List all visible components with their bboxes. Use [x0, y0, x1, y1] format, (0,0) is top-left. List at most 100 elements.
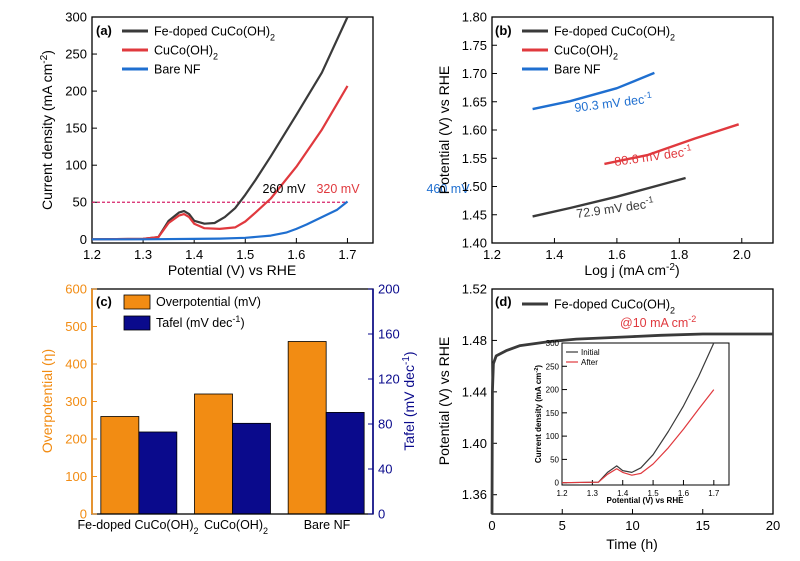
panel-a-ylabel-part: -2	[39, 54, 50, 63]
tafel-slope-label-1: 80.6 mV dec-1	[613, 142, 693, 169]
legend-label-0: Fe-doped CuCo(OH)2	[554, 298, 675, 316]
legend-swatch-tafel	[123, 315, 151, 331]
panel-c-yleft-ticklabel: 300	[65, 394, 87, 409]
annotation-460mv: 460 mV	[426, 182, 470, 196]
panel-c-yleft-ticklabel: 600	[65, 282, 87, 297]
inset-ylabel-part: -2	[534, 368, 540, 373]
panel-b-x-ticklabel: 1.2	[483, 247, 501, 262]
inset-y-ticklabel-part: 150	[546, 409, 560, 418]
bar-tafel-1	[232, 422, 271, 515]
panel-c: Fe-doped CuCo(OH)2 CuCo(OH)2 Bare NF010020…	[39, 282, 417, 537]
legend-label-1: CuCo(OH)2	[154, 44, 218, 62]
panel-c-ylabel-right-part: Tafel (mV dec	[401, 365, 417, 451]
annotation-320mv-part: 320 mV	[316, 182, 360, 196]
tafel-slope-label-2-part: 72.9 mV dec	[575, 197, 646, 221]
panel-b-y-ticklabel-part: 1.80	[462, 10, 487, 25]
panel-a-y-ticklabel: 200	[65, 84, 87, 99]
panel-a-x-ticklabel: 1.5	[236, 247, 254, 262]
panel-c-yleft-ticklabel-part: 200	[65, 432, 87, 447]
panel-c-ylabel-right-part: -1	[401, 356, 412, 365]
panel-d-x-ticklabel-part: 5	[559, 518, 566, 533]
category-label-0-part: Fe-doped CuCo(OH)	[77, 518, 193, 532]
category-label-1-part: 2	[263, 526, 268, 536]
panel-b-xlabel-part: )	[675, 262, 680, 278]
panel-d-y-ticklabel-part: 1.52	[462, 282, 487, 297]
panel-b-x-ticklabel: 2.0	[733, 247, 751, 262]
panel-b-y-ticklabel-part: 1.55	[462, 151, 487, 166]
panel-a-xlabel-part: Potential (V) vs RHE	[168, 262, 296, 278]
legend-label-0-part: 2	[670, 33, 675, 43]
legend-label-overpotential-part: Overpotential (mV)	[156, 295, 261, 309]
panel-b-y-ticklabel-part: 1.40	[462, 236, 487, 251]
panel-b-y-ticklabel: 1.70	[462, 66, 487, 81]
panel-d-y-ticklabel-part: 1.44	[462, 384, 487, 399]
panel-b-y-ticklabel: 1.45	[462, 207, 487, 222]
panel-b-x-ticklabel-part: 1.2	[483, 247, 501, 262]
panel-b-x-ticklabel-part: 2.0	[733, 247, 751, 262]
inset-x-ticklabel-part: 1.7	[708, 489, 720, 498]
panel-a-x-ticklabel-part: 1.5	[236, 247, 254, 262]
series-b-0	[532, 176, 686, 218]
panel-d-xlabel: Time (h)	[606, 536, 658, 552]
inset-x-ticklabel: 1.4	[617, 489, 629, 498]
panel-c-yleft-ticklabel: 200	[65, 432, 87, 447]
panel-c-yleft-ticklabel: 400	[65, 357, 87, 372]
inset-x-ticklabel: 1.7	[708, 489, 720, 498]
panel-c-ylabel-right-part: )	[401, 351, 417, 356]
inset-ylabel-part: Current density (mA cm	[534, 373, 543, 463]
inset-x-ticklabel-part: 1.5	[648, 489, 660, 498]
panel-d-x-ticklabel-part: 0	[488, 518, 495, 533]
inset-y-ticklabel: 200	[546, 386, 560, 395]
inset-y-ticklabel-part: 300	[546, 339, 560, 348]
panel-b-y-ticklabel-part: 1.65	[462, 94, 487, 109]
legend-swatch-overpotential	[123, 294, 151, 310]
panel-b-y-ticklabel: 1.40	[462, 236, 487, 251]
panel-a-y-ticklabel-part: 300	[65, 10, 87, 25]
legend-label-2-part: Bare NF	[154, 63, 201, 77]
panel-c-yright-ticklabel: 0	[378, 507, 385, 522]
panel-c-yright-ticklabel-part: 160	[378, 327, 400, 342]
bar-overpotential-2	[287, 341, 327, 515]
inset-x-ticklabel-part: 1.6	[678, 489, 690, 498]
inset-ylabel-part: )	[534, 365, 543, 368]
panel-a-x-ticklabel: 1.4	[185, 247, 203, 262]
panel-c-yleft-ticklabel-part: 400	[65, 357, 87, 372]
legend-label-tafel-part: )	[240, 316, 244, 330]
panel-d-x-ticklabel-part: 15	[696, 518, 710, 533]
panel-a-y-ticklabel: 100	[65, 158, 87, 173]
panel-b-x-ticklabel: 1.4	[545, 247, 563, 262]
panel-b-x-ticklabel-part: 1.8	[670, 247, 688, 262]
inset-ylabel: Current density (mA cm-2)	[534, 365, 543, 464]
panel-a-y-ticklabel: 250	[65, 47, 87, 62]
panel-d-y-ticklabel: 1.52	[462, 282, 487, 297]
panel-d-x-ticklabel-part: 10	[625, 518, 639, 533]
legend-label-0: Fe-doped CuCo(OH)2	[154, 25, 275, 43]
panel-c-yright-ticklabel-part: 40	[378, 462, 392, 477]
inset-x-ticklabel: 1.6	[678, 489, 690, 498]
inset-x-ticklabel: 1.5	[648, 489, 660, 498]
inset-y-ticklabel: 150	[546, 409, 560, 418]
legend-label-0: Fe-doped CuCo(OH)2	[554, 25, 675, 43]
panel-b-label-part: (b)	[495, 23, 512, 38]
panel-d-y-ticklabel: 1.48	[462, 333, 487, 348]
panel-c-yright-ticklabel: 200	[378, 282, 400, 297]
inset-y-ticklabel-part: 100	[546, 432, 560, 441]
panel-a-y-ticklabel-part: 0	[80, 232, 87, 247]
panel-c-yleft-ticklabel-part: 100	[65, 469, 87, 484]
bar-tafel-0	[138, 431, 178, 515]
inset-legend-label-0-part: Initial	[581, 348, 600, 357]
panel-d-x-ticklabel: 5	[559, 518, 566, 533]
legend-label-2: Bare NF	[554, 63, 601, 77]
panel-b-ylabel: Potential (V) vs RHE	[436, 66, 452, 194]
panel-b-y-ticklabel: 1.65	[462, 94, 487, 109]
panel-d-ylabel-part: Potential (V) vs RHE	[436, 337, 452, 465]
panel-b-x-ticklabel-part: 1.6	[608, 247, 626, 262]
series-b-2	[532, 71, 655, 111]
panel-c-yleft-ticklabel: 500	[65, 319, 87, 334]
bar-overpotential-0	[100, 416, 140, 515]
legend-label-overpotential: Overpotential (mV)	[156, 295, 261, 309]
panel-b-xlabel-part: -2	[666, 262, 675, 273]
inset-x-ticklabel-part: 1.4	[617, 489, 629, 498]
panel-a-x-ticklabel-part: 1.3	[134, 247, 152, 262]
panel-c-yright-ticklabel: 120	[378, 372, 400, 387]
